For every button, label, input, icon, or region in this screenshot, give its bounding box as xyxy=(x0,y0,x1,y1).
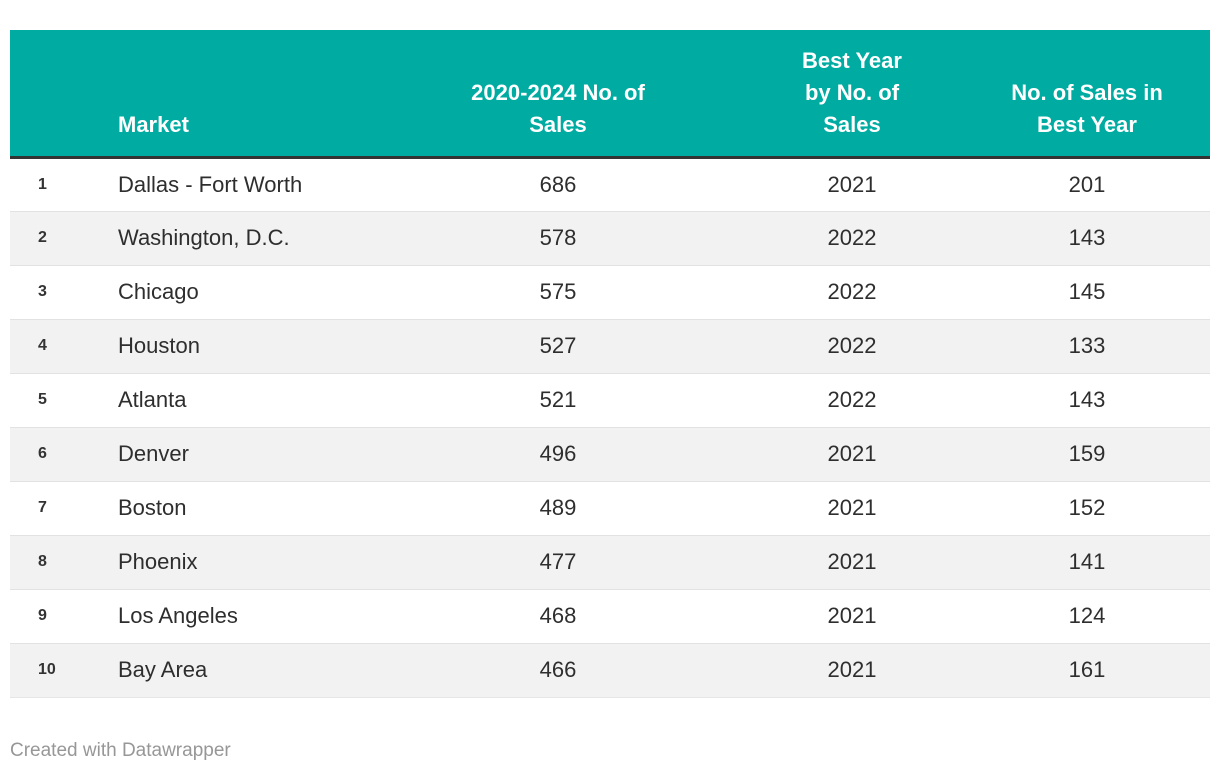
table-row: 6 Denver 496 2021 159 xyxy=(10,427,1210,481)
rank-cell: 9 xyxy=(38,607,47,624)
market-cell: Atlanta xyxy=(118,387,187,412)
market-cell: Bay Area xyxy=(118,657,208,682)
rank-cell: 5 xyxy=(38,391,47,408)
best-year-sales-cell: 145 xyxy=(1068,279,1106,304)
total-sales-cell: 468 xyxy=(539,603,577,628)
best-year-cell: 2021 xyxy=(827,495,877,520)
market-cell: Los Angeles xyxy=(118,603,238,628)
data-table: Market 2020-2024 No. of Sales Best Year … xyxy=(10,30,1210,698)
best-year-cell: 2021 xyxy=(827,657,877,682)
best-year-sales-cell: 141 xyxy=(1068,549,1106,574)
rank-cell: 3 xyxy=(38,283,47,300)
table-row: 7 Boston 489 2021 152 xyxy=(10,481,1210,535)
header-market[interactable]: Market xyxy=(98,30,376,159)
best-year-sales-cell: 143 xyxy=(1068,387,1106,412)
rank-cell: 10 xyxy=(38,661,56,678)
table-row: 2 Washington, D.C. 578 2022 143 xyxy=(10,211,1210,265)
header-rank xyxy=(10,30,98,159)
rank-cell: 6 xyxy=(38,445,47,462)
table-row: 5 Atlanta 521 2022 143 xyxy=(10,373,1210,427)
total-sales-cell: 477 xyxy=(539,549,577,574)
total-sales-cell: 527 xyxy=(539,333,577,358)
total-sales-cell: 578 xyxy=(539,225,577,250)
header-best-year-sales[interactable]: No. of Sales in Best Year xyxy=(964,30,1210,159)
best-year-cell: 2022 xyxy=(827,333,877,358)
market-cell: Denver xyxy=(118,441,189,466)
best-year-cell: 2021 xyxy=(827,549,877,574)
best-year-sales-cell: 161 xyxy=(1068,657,1106,682)
best-year-sales-cell: 124 xyxy=(1068,603,1106,628)
market-cell: Chicago xyxy=(118,279,199,304)
market-cell: Boston xyxy=(118,495,187,520)
best-year-cell: 2022 xyxy=(827,225,877,250)
best-year-sales-cell: 143 xyxy=(1068,225,1106,250)
best-year-cell: 2022 xyxy=(827,279,877,304)
total-sales-cell: 496 xyxy=(539,441,577,466)
total-sales-cell: 466 xyxy=(539,657,577,682)
market-cell: Phoenix xyxy=(118,549,198,574)
best-year-cell: 2021 xyxy=(827,603,877,628)
best-year-cell: 2022 xyxy=(827,387,877,412)
best-year-sales-cell: 201 xyxy=(1068,171,1106,197)
total-sales-cell: 489 xyxy=(539,495,577,520)
rank-cell: 8 xyxy=(38,553,47,570)
header-row: Market 2020-2024 No. of Sales Best Year … xyxy=(10,30,1210,159)
market-cell: Dallas - Fort Worth xyxy=(118,171,303,197)
total-sales-cell: 521 xyxy=(539,387,577,412)
table-row: 9 Los Angeles 468 2021 124 xyxy=(10,589,1210,643)
rank-cell: 2 xyxy=(38,229,47,246)
table-row: 8 Phoenix 477 2021 141 xyxy=(10,535,1210,589)
table-row: 10 Bay Area 466 2021 161 xyxy=(10,643,1210,697)
header-best-year[interactable]: Best Year by No. of Sales xyxy=(740,30,964,159)
rank-cell: 4 xyxy=(38,337,47,354)
total-sales-cell: 575 xyxy=(539,279,577,304)
best-year-sales-cell: 133 xyxy=(1068,333,1106,358)
total-sales-cell: 686 xyxy=(539,171,577,197)
header-total-sales[interactable]: 2020-2024 No. of Sales xyxy=(376,30,740,159)
best-year-cell: 2021 xyxy=(827,441,877,466)
market-cell: Houston xyxy=(118,333,200,358)
best-year-cell: 2021 xyxy=(827,171,877,197)
rank-cell: 7 xyxy=(38,499,47,516)
table-row: 4 Houston 527 2022 133 xyxy=(10,319,1210,373)
rank-cell: 1 xyxy=(38,175,47,193)
market-cell: Washington, D.C. xyxy=(118,225,290,250)
table-row: 1 Dallas - Fort Worth 686 2021 201 xyxy=(10,157,1210,211)
table-row: 3 Chicago 575 2022 145 xyxy=(10,265,1210,319)
best-year-sales-cell: 152 xyxy=(1068,495,1106,520)
datawrapper-attribution-link[interactable]: Created with Datawrapper xyxy=(10,739,231,761)
best-year-sales-cell: 159 xyxy=(1068,441,1106,466)
